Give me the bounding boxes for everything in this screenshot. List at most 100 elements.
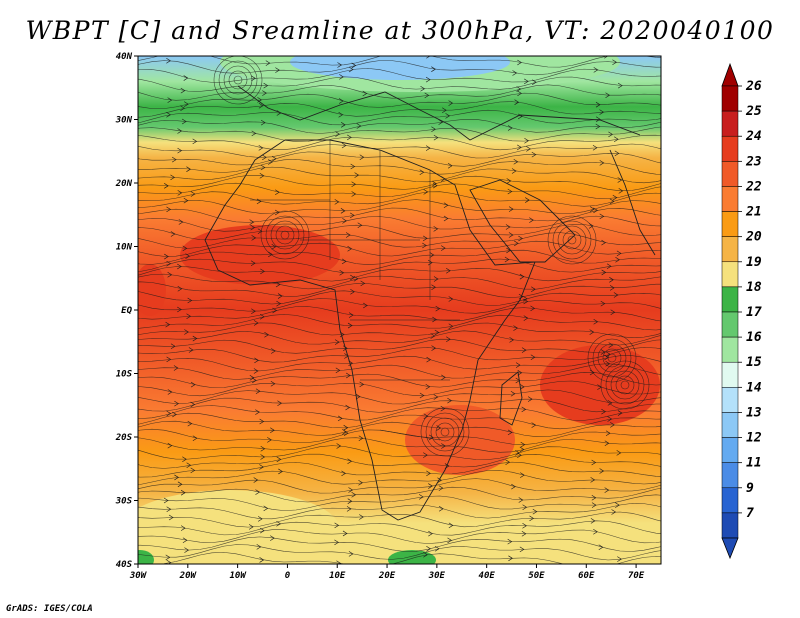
- streamline-arrow: [519, 384, 525, 390]
- streamline-vortex: [265, 215, 305, 255]
- streamline-arrow: [177, 306, 182, 313]
- streamline-arrow: [250, 260, 256, 267]
- streamline-arrow: [342, 530, 348, 537]
- colorbar-swatch: [721, 336, 739, 363]
- streamline-arrow: [438, 485, 444, 491]
- streamline: [138, 397, 661, 413]
- streamline-arrow: [342, 429, 347, 435]
- streamline-arrow: [591, 459, 597, 466]
- streamline-arrow: [341, 142, 347, 149]
- streamline-vortex: [270, 220, 300, 250]
- streamline-arrow: [605, 92, 611, 99]
- streamline-arrow: [186, 462, 192, 469]
- streamline-arrow: [270, 427, 275, 434]
- streamline-arrow: [600, 349, 606, 355]
- streamline-arrow: [532, 508, 538, 515]
- streamline-arrow: [443, 202, 449, 209]
- streamline-arrow: [187, 297, 193, 304]
- streamline-arrow: [270, 381, 276, 387]
- streamline-arrow: [253, 320, 259, 326]
- streamline-arrow: [511, 483, 516, 490]
- streamline-arrow: [420, 85, 426, 92]
- streamline-arrow: [258, 145, 264, 151]
- lon-tick-label: 70E: [628, 571, 645, 581]
- streamline: [138, 338, 661, 354]
- streamline-arrow: [250, 224, 256, 231]
- streamline-arrow: [354, 172, 360, 178]
- lat-tick-label: EQ: [121, 306, 132, 316]
- streamline-arrow: [251, 75, 256, 82]
- colorbar-swatch: [721, 161, 739, 187]
- streamline: [138, 109, 661, 126]
- streamline-arrow: [618, 188, 624, 194]
- streamline-arrow: [520, 472, 525, 478]
- streamline-arrow: [358, 435, 364, 442]
- lon-tick-label: 20W: [179, 571, 198, 581]
- cool-patch-south-atlantic: [138, 490, 340, 564]
- streamline-arrow: [423, 189, 429, 195]
- streamline-arrow: [348, 66, 354, 73]
- streamline-arrow: [362, 90, 368, 97]
- streamline-arrow: [275, 189, 280, 195]
- streamline-arrow: [342, 218, 347, 224]
- streamline-arrow: [170, 174, 176, 181]
- streamline-arrow: [617, 82, 623, 89]
- streamline-arrow: [177, 263, 182, 270]
- streamline: [138, 151, 661, 167]
- streamline-arrow: [179, 50, 183, 55]
- streamline-arrow: [164, 253, 169, 260]
- streamline-arrow: [431, 126, 436, 132]
- colorbar-swatch: [721, 135, 739, 162]
- streamline-arrow: [166, 206, 172, 213]
- streamline-arrow: [168, 514, 174, 521]
- streamline-arrow: [357, 222, 363, 229]
- streamline-vortex: [260, 210, 310, 260]
- lat-tick-label: 30S: [115, 497, 133, 507]
- colorbar-label: 23: [745, 154, 762, 169]
- streamline-arrow: [338, 98, 344, 104]
- streamline-vortex: [610, 370, 640, 400]
- streamline-arrow: [271, 348, 276, 354]
- streamline-arrow: [183, 75, 189, 81]
- streamline-arrow: [606, 263, 612, 270]
- streamline-arrow: [334, 539, 339, 546]
- streamline: [138, 486, 661, 503]
- streamline-arrow: [507, 125, 513, 131]
- streamline-arrow: [591, 495, 597, 501]
- warm-core-west: [138, 264, 166, 316]
- streamline-vortex: [435, 422, 455, 442]
- green-patch-sw: [138, 550, 154, 564]
- streamline-vortex: [218, 60, 258, 100]
- green-patch-south: [388, 550, 436, 564]
- streamline-arrow: [177, 481, 183, 488]
- streamline-arrow: [611, 509, 617, 515]
- warm-core-south-africa: [405, 405, 515, 475]
- streamline-arrow: [348, 312, 354, 318]
- lat-tick-label: 20N: [115, 179, 133, 189]
- streamline-arrow: [249, 375, 255, 381]
- streamline-arrow: [337, 415, 343, 422]
- streamline-arrow: [505, 459, 511, 465]
- streamline: [138, 520, 661, 536]
- streamline-arrow: [591, 502, 597, 508]
- streamline-arrow: [339, 74, 344, 80]
- streamline-arrow: [530, 354, 536, 360]
- streamline-arrow: [260, 454, 266, 460]
- streamline-arrow: [259, 418, 265, 425]
- streamline-arrow: [180, 105, 185, 112]
- streamline-arrow: [351, 62, 357, 69]
- streamline-arrow: [426, 470, 431, 477]
- streamline: [138, 363, 661, 380]
- streamline-arrow: [187, 420, 193, 427]
- colorbar-swatch: [721, 311, 739, 338]
- streamline-arrow: [275, 281, 281, 288]
- streamline-vortex: [228, 70, 248, 90]
- streamline-arrow: [427, 259, 433, 266]
- streamline-arrow: [517, 59, 522, 66]
- streamline: [138, 380, 661, 397]
- streamline-arrow: [517, 90, 522, 97]
- streamline-arrow: [432, 182, 438, 189]
- streamline-arrow: [593, 529, 598, 535]
- streamline-arrow: [255, 489, 261, 495]
- streamline-arrow: [433, 134, 439, 141]
